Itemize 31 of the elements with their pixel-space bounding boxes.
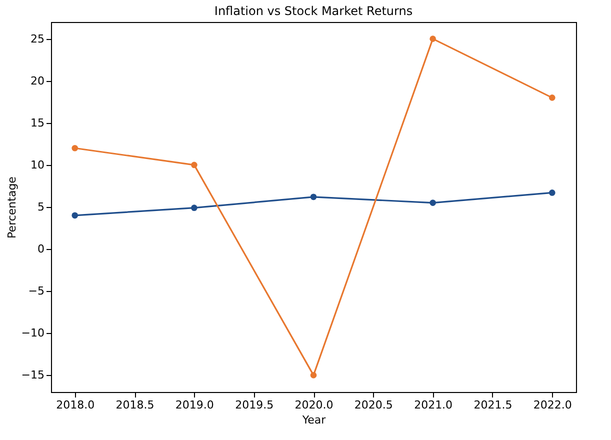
- x-axis-title: Year: [301, 414, 326, 426]
- x-tick-label: 2020.5: [354, 398, 393, 412]
- y-tick-label: 0: [38, 242, 44, 256]
- x-tick-label: 2019.0: [175, 398, 214, 412]
- point: [191, 162, 198, 168]
- point: [72, 212, 78, 219]
- point: [191, 204, 198, 211]
- point: [430, 36, 436, 42]
- point: [310, 372, 317, 378]
- chart-title: Inflation vs Stock Market Returns: [214, 4, 413, 18]
- point: [548, 190, 556, 196]
- y-tick-label: −10: [21, 326, 44, 340]
- x-tick-label: 2019.5: [235, 398, 274, 412]
- y-tick-label: −5: [28, 284, 44, 298]
- y-tick-label: 10: [30, 158, 44, 172]
- y-tick-label: 5: [38, 200, 44, 214]
- x-tick-label: 2018.5: [116, 398, 154, 412]
- x-tick-label: 2022.0: [533, 398, 572, 412]
- y-tick-label: 20: [30, 74, 44, 88]
- point: [430, 200, 436, 206]
- point: [548, 94, 556, 101]
- x-tick-label: 2021.0: [414, 398, 453, 412]
- x-tick-label: 2020.0: [294, 398, 334, 412]
- y-axis-title: Percentage: [5, 176, 18, 238]
- point: [72, 144, 78, 152]
- point: [310, 194, 317, 200]
- y-tick-label: −15: [21, 368, 44, 382]
- y-tick-label: 15: [30, 116, 44, 130]
- y-tick-label: 25: [30, 32, 44, 46]
- x-tick-label: 2018.0: [56, 398, 95, 412]
- x-tick-label: 2021.5: [474, 398, 512, 412]
